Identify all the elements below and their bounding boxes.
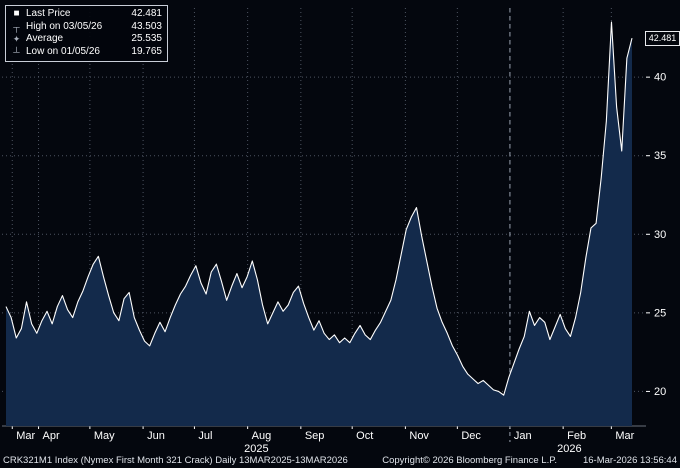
x-axis-year-label: 2025 [244,443,268,455]
legend-item-high[interactable]: ┬ High on 03/05/26 43.503 [10,21,162,34]
last-price-badge: 42.481 [645,31,680,47]
high-marker-icon: ┬ [13,21,20,32]
x-axis-month-label: Apr [43,430,60,442]
x-axis-month-label: Sep [305,430,325,442]
footer-timestamp: 16-Mar-2026 13:56:44 [582,455,677,466]
y-axis-tick-label: 20 [654,386,666,398]
footer-copyright: Copyright© 2026 Bloomberg Finance L.P. [382,455,557,466]
legend-label: Low on 01/05/26 [26,45,100,57]
price-line [5,21,633,396]
y-axis-tick-label: 35 [654,150,666,162]
legend-label: Average [26,33,64,44]
x-axis-month-label: Jul [198,430,212,442]
x-axis-month-label: Feb [567,430,586,442]
legend-item-last-price[interactable]: ■ Last Price 42.481 [10,8,162,21]
legend-value: 19.765 [131,45,162,57]
footer-security-description: CRK321M1 Index (Nymex First Month 321 Cr… [3,455,348,466]
series-swatch-icon: ■ [13,8,20,19]
y-axis-tick-label: 30 [654,229,666,241]
legend-label: Last Price [26,8,71,19]
x-axis-month-label: Aug [252,430,272,442]
x-axis-month-label: Jan [514,430,532,442]
x-axis-month-label: Dec [461,430,481,442]
x-axis-month-label: Oct [356,430,373,442]
legend-item-average[interactable]: ✦ Average 25.535 [10,33,162,46]
legend-label: High on 03/05/26 [26,20,103,32]
legend-value: 25.535 [131,33,162,44]
legend-value: 42.481 [131,8,162,19]
x-axis-month-label: Jun [147,430,165,442]
x-axis-year-label: 2026 [557,443,581,455]
x-axis-month-label: Nov [409,430,429,442]
low-marker-icon: ┴ [13,46,20,57]
x-axis-month-label: Mar [615,430,634,442]
chart-legend: ■ Last Price 42.481 ┬ High on 03/05/26 4… [5,5,168,62]
price-area-fill [6,22,632,426]
y-axis-tick-label: 40 [654,72,666,84]
x-axis-month-label: May [94,430,115,442]
y-axis-tick-label: 25 [654,307,666,319]
legend-item-low[interactable]: ┴ Low on 01/05/26 19.765 [10,46,162,59]
x-axis-month-label: Mar [16,430,35,442]
average-marker-icon: ✦ [12,34,21,44]
legend-value: 43.503 [131,20,162,32]
chart-footer: CRK321M1 Index (Nymex First Month 321 Cr… [0,454,680,467]
